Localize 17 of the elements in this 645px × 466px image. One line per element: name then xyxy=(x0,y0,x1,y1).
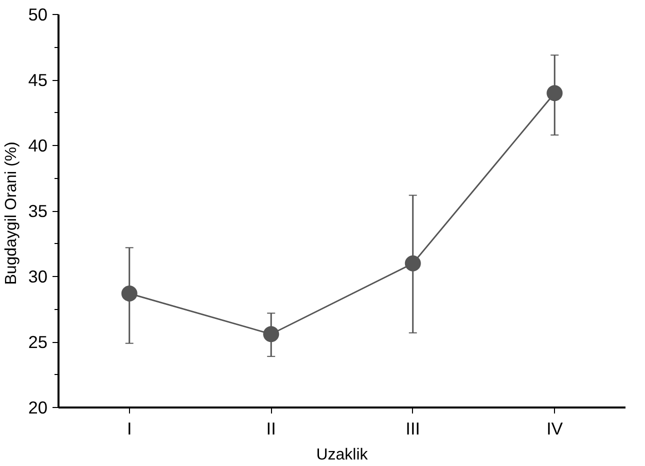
point xyxy=(121,286,138,302)
x-axis-title: Uzaklik xyxy=(316,446,369,464)
point xyxy=(404,255,421,272)
x-tick-label: III xyxy=(406,418,420,438)
x-tick-label: I xyxy=(126,418,132,438)
y-tick-label: 40 xyxy=(28,136,48,156)
point xyxy=(546,85,563,102)
point xyxy=(263,326,280,342)
x-tick-label: II xyxy=(266,418,276,438)
y-tick-label: 35 xyxy=(28,201,48,221)
y-tick-label: 30 xyxy=(28,266,48,286)
y-tick-label: 45 xyxy=(28,70,48,90)
y-tick-label: 50 xyxy=(28,4,48,24)
y-tick-label: 20 xyxy=(28,398,48,418)
x-tick-label: IV xyxy=(546,418,564,438)
y-axis-title: Bugdaygil Orani (%) xyxy=(3,142,20,285)
y-tick-label: 25 xyxy=(28,332,48,352)
